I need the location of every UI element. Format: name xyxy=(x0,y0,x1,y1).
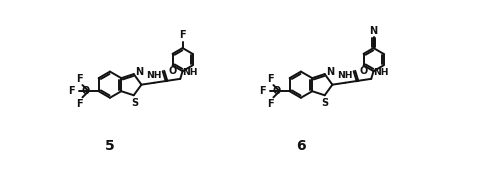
Text: NH: NH xyxy=(146,71,162,80)
Text: NH: NH xyxy=(338,71,353,80)
Text: 6: 6 xyxy=(296,139,306,153)
Text: O: O xyxy=(272,86,280,96)
Text: O: O xyxy=(168,66,176,76)
Text: S: S xyxy=(131,98,138,108)
Text: N: N xyxy=(370,26,378,36)
Text: N: N xyxy=(326,67,334,77)
Text: NH: NH xyxy=(373,67,388,76)
Text: 5: 5 xyxy=(105,139,115,153)
Text: N: N xyxy=(135,67,143,77)
Text: S: S xyxy=(322,98,329,108)
Text: F: F xyxy=(68,86,74,96)
Text: O: O xyxy=(81,86,90,96)
Text: F: F xyxy=(267,99,274,109)
Text: F: F xyxy=(267,74,274,84)
Text: F: F xyxy=(259,86,266,96)
Text: NH: NH xyxy=(182,67,198,76)
Text: O: O xyxy=(359,66,368,76)
Text: F: F xyxy=(76,74,82,84)
Text: F: F xyxy=(76,99,82,109)
Text: F: F xyxy=(180,30,186,40)
